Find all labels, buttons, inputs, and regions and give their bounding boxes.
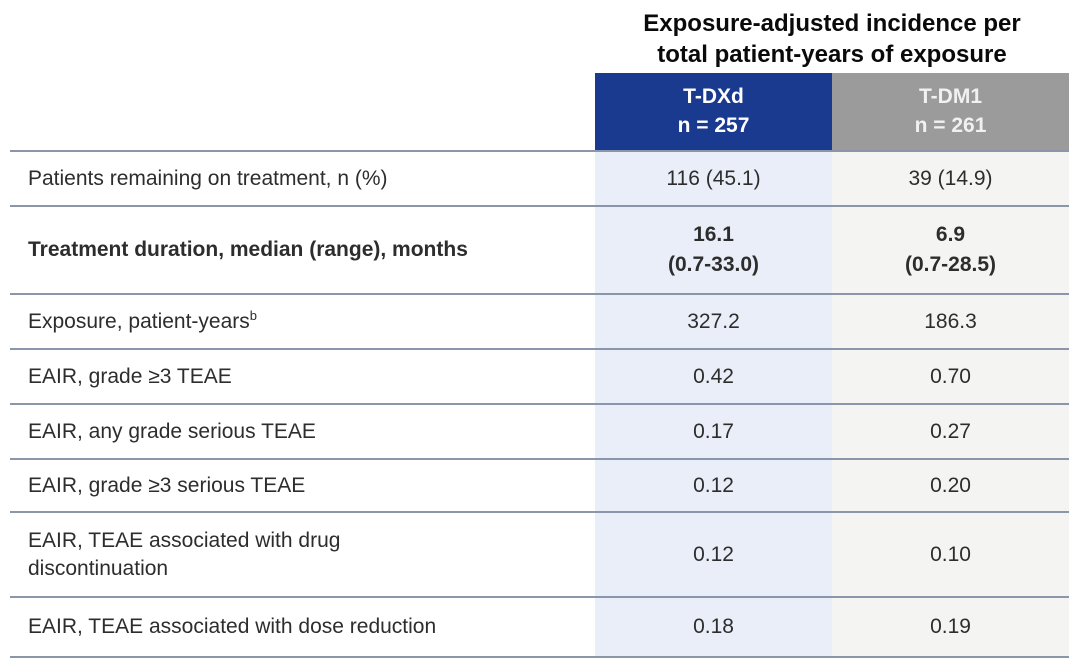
row-label: Treatment duration, median (range), mont…	[10, 205, 595, 294]
tdm1-value-cell: 0.10	[832, 511, 1069, 597]
tdxd-value-cell: 0.12	[595, 511, 832, 597]
spanner-title-row: Exposure-adjusted incidence per total pa…	[10, 0, 1069, 73]
tdxd-value-cell: 0.42	[595, 348, 832, 404]
table-row-patients-remaining: Patients remaining on treatment, n (%) 1…	[10, 150, 1069, 206]
tdxd-name: T-DXd	[683, 85, 744, 109]
table-row-treatment-duration: Treatment duration, median (range), mont…	[10, 205, 1069, 294]
tdm1-value-cell: 0.19	[832, 596, 1069, 658]
row-label: EAIR, grade ≥3 TEAE	[10, 348, 595, 404]
tdm1-value-cell: 6.9 (0.7-28.5)	[832, 205, 1069, 294]
tdxd-value-cell: 16.1 (0.7-33.0)	[595, 205, 832, 294]
row-label: Exposure, patient-yearsb	[10, 293, 595, 349]
row-label: EAIR, any grade serious TEAE	[10, 403, 595, 459]
row-label: EAIR, TEAE associated with drug disconti…	[10, 511, 595, 597]
row-label-text: Exposure, patient-years	[28, 309, 250, 333]
table-row-eair-any-grade-serious-teae: EAIR, any grade serious TEAE 0.17 0.27	[10, 403, 1069, 459]
tdxd-n-count: n = 257	[677, 113, 750, 137]
tdxd-value-cell: 0.18	[595, 596, 832, 658]
tdxd-value-cell: 327.2	[595, 293, 832, 349]
spanner-title-spacer	[10, 0, 595, 73]
tdm1-value-cell: 186.3	[832, 293, 1069, 349]
row-label: EAIR, TEAE associated with dose reductio…	[10, 596, 595, 658]
table-row-exposure-patient-years: Exposure, patient-yearsb 327.2 186.3	[10, 293, 1069, 349]
tdm1-value-cell: 0.70	[832, 348, 1069, 404]
footnote-marker-b: b	[249, 307, 258, 323]
table-row-eair-dose-reduction: EAIR, TEAE associated with dose reductio…	[10, 596, 1069, 658]
tdm1-value-cell: 0.27	[832, 403, 1069, 459]
tdxd-value-cell: 116 (45.1)	[595, 150, 832, 206]
table-spanner-title: Exposure-adjusted incidence per total pa…	[643, 10, 1021, 68]
tdm1-name: T-DM1	[919, 85, 982, 109]
row-label: Patients remaining on treatment, n (%)	[10, 150, 595, 206]
column-header-row: T-DXd n = 257 T-DM1 n = 261	[10, 73, 1069, 151]
table-row-eair-grade3-serious-teae: EAIR, grade ≥3 serious TEAE 0.12 0.20	[10, 458, 1069, 512]
tdm1-value-cell: 0.20	[832, 458, 1069, 512]
column-header-tdxd: T-DXd n = 257	[595, 73, 832, 151]
tdxd-value-cell: 0.17	[595, 403, 832, 459]
column-header-spacer	[10, 73, 595, 151]
tdm1-n-count: n = 261	[914, 113, 987, 137]
table-row-eair-drug-discontinuation: EAIR, TEAE associated with drug disconti…	[10, 511, 1069, 597]
table-row-eair-grade3-teae: EAIR, grade ≥3 TEAE 0.42 0.70	[10, 348, 1069, 404]
tdm1-value-cell: 39 (14.9)	[832, 150, 1069, 206]
column-header-tdm1: T-DM1 n = 261	[832, 73, 1069, 151]
row-label: EAIR, grade ≥3 serious TEAE	[10, 458, 595, 512]
tdxd-value-cell: 0.12	[595, 458, 832, 512]
exposure-adjusted-incidence-table: Exposure-adjusted incidence per total pa…	[10, 0, 1069, 658]
